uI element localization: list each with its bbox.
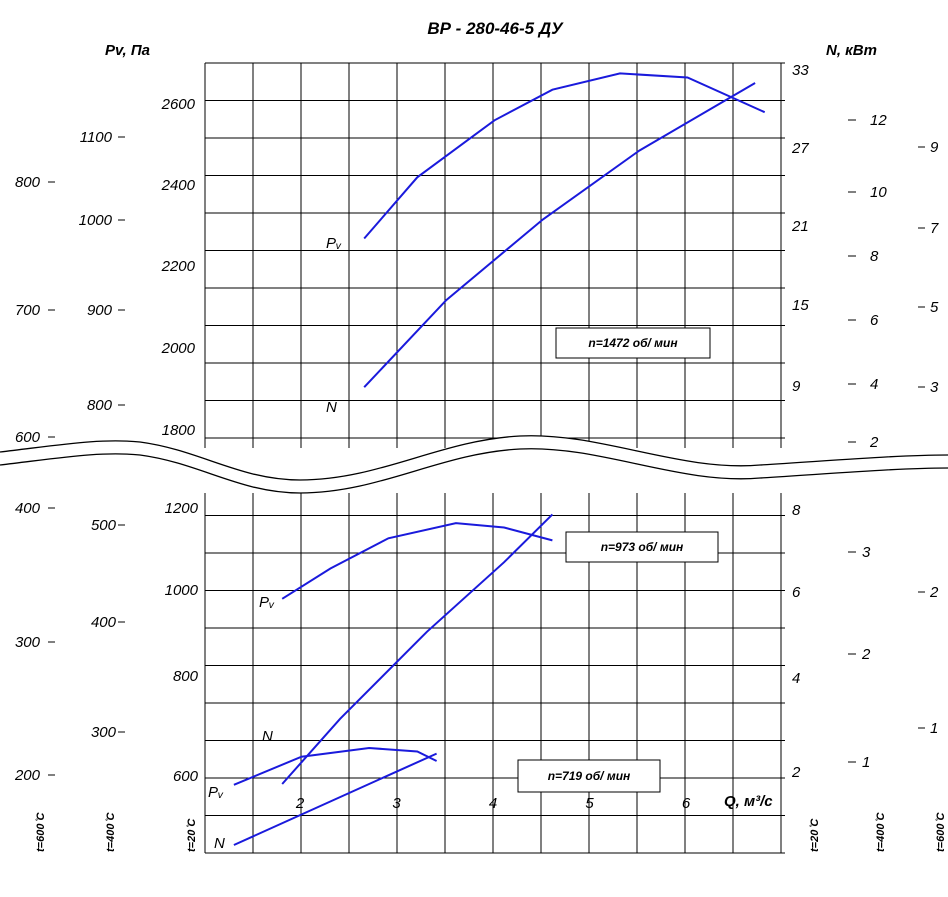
pressure-label-973: Pᵥ — [259, 594, 275, 611]
power-t400-tick: 2 — [869, 434, 879, 451]
pressure-t20-tick: 2600 — [161, 96, 196, 113]
chart-grid — [204, 62, 785, 854]
pressure-curve-973 — [281, 522, 553, 600]
power-t600-tick: 2 — [929, 584, 939, 601]
y-left-axis-title: Pv, Па — [105, 42, 150, 59]
pressure-t20-tick: 1000 — [165, 582, 199, 599]
scale-axes — [48, 119, 925, 776]
temperature-axis-label: t=600 ̊C — [35, 812, 47, 852]
x-tick-label: 6 — [682, 795, 691, 812]
speed-box — [517, 759, 661, 793]
power-t400-tick: 6 — [870, 312, 879, 329]
break-line-bottom — [0, 448, 948, 494]
pressure-t600-tick: 700 — [15, 302, 41, 319]
pressure-t600-tick: 400 — [15, 500, 41, 517]
power-t600-tick: 9 — [930, 139, 939, 156]
power-label-973: N — [262, 728, 273, 745]
pressure-curve-719 — [233, 746, 438, 786]
break-fill — [0, 435, 948, 493]
power-label-1472: N — [326, 399, 337, 416]
power-t20-tick: 6 — [792, 584, 801, 601]
break-line-top — [0, 435, 948, 481]
power-t20-tick: 15 — [792, 297, 809, 314]
speed-box — [555, 327, 711, 359]
speed-label: n=1472 об/ мин — [588, 336, 678, 350]
power-t600-tick: 3 — [930, 379, 939, 396]
pressure-t20-tick: 2000 — [161, 340, 196, 357]
power-curve-1472 — [363, 82, 756, 388]
power-t600-tick: 7 — [930, 220, 939, 237]
power-t400-tick: 10 — [870, 184, 887, 201]
pressure-t20-tick: 2200 — [161, 258, 196, 275]
pressure-t400-tick: 800 — [87, 397, 113, 414]
speed-label: n=719 об/ мин — [548, 769, 631, 783]
x-axis-title: Q, м³/с — [724, 793, 773, 810]
x-tick-label: 4 — [489, 795, 497, 812]
power-t400-tick: 2 — [861, 646, 871, 663]
power-curve-973 — [281, 513, 554, 785]
x-tick-label: 2 — [295, 795, 305, 812]
speed-label: n=973 об/ мин — [601, 540, 684, 554]
power-t20-tick: 9 — [792, 378, 801, 395]
x-tick-label: 3 — [392, 795, 401, 812]
power-t400-tick: 8 — [870, 248, 879, 265]
pressure-t600-tick: 200 — [14, 767, 41, 784]
pressure-t20-tick: 600 — [173, 768, 199, 785]
power-t400-tick: 12 — [870, 112, 887, 129]
temperature-axis-label: t=20 ̊C — [186, 818, 198, 852]
pressure-t20-tick: 1200 — [165, 500, 199, 517]
power-t20-tick: 2 — [791, 764, 801, 781]
power-curve-719 — [233, 752, 438, 846]
power-t20-tick: 21 — [791, 218, 809, 235]
pressure-curve-1472 — [363, 72, 766, 240]
y-right-axis-title: N, кВт — [826, 42, 877, 59]
power-t600-tick: 1 — [930, 720, 938, 737]
pressure-t20-tick: 2400 — [161, 177, 196, 194]
data-curves — [233, 72, 766, 846]
power-t400-tick: 1 — [862, 754, 870, 771]
pressure-t400-tick: 1100 — [80, 129, 113, 146]
power-t600-tick: 5 — [930, 299, 939, 316]
pressure-t400-tick: 300 — [91, 724, 117, 741]
temperature-axis-label: t=400 ̊C — [105, 812, 117, 852]
pressure-t600-tick: 800 — [15, 174, 41, 191]
power-t20-tick: 33 — [792, 62, 809, 79]
power-t20-tick: 27 — [791, 140, 809, 157]
pressure-t600-tick: 600 — [15, 429, 41, 446]
pressure-t600-tick: 300 — [15, 634, 41, 651]
temperature-axis-label: t=400 ̊C — [875, 812, 887, 852]
x-tick-label: 5 — [585, 795, 594, 812]
speed-boxes: n=1472 об/ мин n=973 об/ мин n=719 об/ мин — [517, 327, 719, 793]
power-label-719: N — [214, 835, 225, 852]
pressure-t400-tick: 1000 — [79, 212, 113, 229]
power-t20-tick: 8 — [792, 502, 801, 519]
axis-break — [0, 435, 948, 494]
pressure-t400-tick: 900 — [87, 302, 113, 319]
chart-title: ВР - 280-46-5 ДУ — [427, 19, 564, 38]
pressure-t20-tick: 800 — [173, 668, 199, 685]
temperature-axis-label: t=600 ̊C — [935, 812, 947, 852]
temperature-axis-label: t=20 ̊C — [809, 818, 821, 852]
power-t400-tick: 4 — [870, 376, 878, 393]
power-t400-tick: 3 — [862, 544, 871, 561]
pressure-label-1472: Pᵥ — [326, 235, 342, 252]
pressure-t20-tick: 1800 — [162, 422, 196, 439]
power-t20-tick: 4 — [792, 670, 800, 687]
pressure-label-719: Pᵥ — [208, 784, 224, 801]
speed-box — [565, 531, 719, 563]
pressure-t400-tick: 500 — [91, 517, 117, 534]
pressure-t400-tick: 400 — [91, 614, 117, 631]
axis-tick-labels: PᵥNPᵥNPᵥN2600240022002000180012001000800… — [14, 62, 947, 852]
